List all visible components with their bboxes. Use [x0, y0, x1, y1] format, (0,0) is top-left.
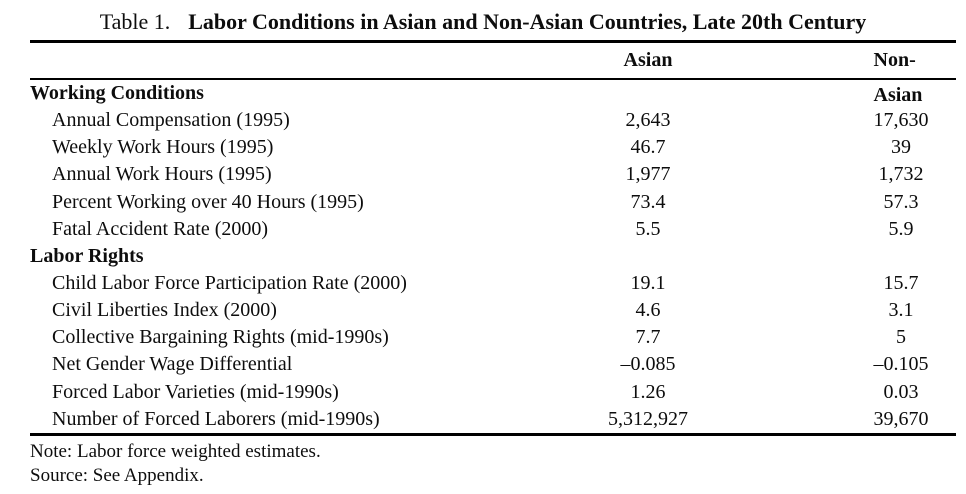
table-row: Percent Working over 40 Hours (1995) 73.4…	[30, 189, 956, 216]
table-row: Weekly Work Hours (1995) 46.7 39	[30, 134, 956, 161]
row-label: Annual Compensation (1995)	[52, 109, 290, 132]
column-header-asian: Asian	[623, 49, 673, 71]
non-asian-value: 15.7	[883, 271, 919, 294]
bottom-rule	[30, 432, 956, 436]
table-title: Table 1. Labor Conditions in Asian and No…	[0, 8, 966, 36]
row-label: Civil Liberties Index (2000)	[52, 299, 277, 322]
header-rule	[30, 78, 956, 80]
table-body: Working Conditions Annual Compensation (1…	[30, 80, 956, 433]
row-label: Percent Working over 40 Hours (1995)	[52, 190, 364, 213]
column-header-non-asian: Non-Asian	[873, 49, 923, 106]
table-notes: Note: Labor force weighted estimates. So…	[30, 440, 321, 488]
asian-value: 4.6	[635, 299, 661, 322]
table-row: Forced Labor Varieties (mid-1990s) 1.26 0.…	[30, 379, 956, 406]
section-heading: Labor Rights	[30, 244, 144, 267]
table-source: Source: See Appendix.	[30, 465, 204, 486]
asian-value: 19.1	[630, 271, 666, 294]
table-note: Note: Labor force weighted estimates.	[30, 441, 321, 462]
non-asian-value: –0.105	[873, 353, 929, 376]
table-row: Fatal Accident Rate (2000) 5.5 5.9	[30, 216, 956, 243]
asian-value: 73.4	[630, 190, 666, 213]
asian-value: 7.7	[635, 326, 661, 349]
non-asian-value: 57.3	[883, 190, 919, 213]
asian-value: 5.5	[635, 217, 661, 240]
asian-value: 5,312,927	[608, 407, 688, 430]
section-heading-row: Working Conditions	[30, 80, 956, 107]
non-asian-value: 39,670	[873, 407, 929, 430]
section-heading: Working Conditions	[30, 82, 204, 104]
row-label: Fatal Accident Rate (2000)	[52, 217, 269, 240]
table-number: Table 1.	[99, 9, 171, 34]
table-row: Annual Work Hours (1995) 1,977 1,732	[30, 161, 956, 188]
table-title-text: Labor Conditions in Asian and Non-Asian …	[188, 9, 867, 34]
table-row: Child Labor Force Participation Rate (20…	[30, 270, 956, 297]
row-label: Collective Bargaining Rights (mid-1990s)	[52, 326, 389, 349]
table-row: Number of Forced Laborers (mid-1990s) 5,3…	[30, 406, 956, 433]
asian-value: 1,977	[625, 163, 671, 186]
non-asian-value: 5	[896, 326, 906, 349]
section-heading-row: Labor Rights	[30, 243, 956, 270]
table-row: Net Gender Wage Differential –0.085 –0.105	[30, 351, 956, 378]
asian-value: 1.26	[630, 380, 666, 403]
asian-value: 46.7	[630, 136, 666, 159]
table-row: Civil Liberties Index (2000) 4.6 3.1	[30, 297, 956, 324]
non-asian-value: 39	[891, 136, 911, 159]
non-asian-value: 3.1	[888, 299, 914, 322]
table-row: Annual Compensation (1995) 2,643 17,630	[30, 107, 956, 134]
top-rule	[30, 40, 956, 43]
column-header-row: Asian Non-Asian	[30, 43, 956, 106]
row-label: Forced Labor Varieties (mid-1990s)	[52, 380, 339, 403]
non-asian-value: 5.9	[888, 217, 914, 240]
row-label: Child Labor Force Participation Rate (20…	[52, 271, 407, 294]
row-label: Number of Forced Laborers (mid-1990s)	[52, 407, 380, 430]
labor-conditions-table: Asian Non-Asian Working Conditions Annual…	[30, 40, 956, 436]
row-label: Net Gender Wage Differential	[52, 353, 293, 376]
asian-value: –0.085	[620, 353, 676, 376]
non-asian-value: 1,732	[878, 163, 924, 186]
non-asian-value: 17,630	[873, 109, 929, 132]
table-row: Collective Bargaining Rights (mid-1990s)…	[30, 324, 956, 351]
row-label: Weekly Work Hours (1995)	[52, 136, 274, 159]
row-label: Annual Work Hours (1995)	[52, 163, 272, 186]
asian-value: 2,643	[625, 109, 671, 132]
non-asian-value: 0.03	[883, 380, 919, 403]
